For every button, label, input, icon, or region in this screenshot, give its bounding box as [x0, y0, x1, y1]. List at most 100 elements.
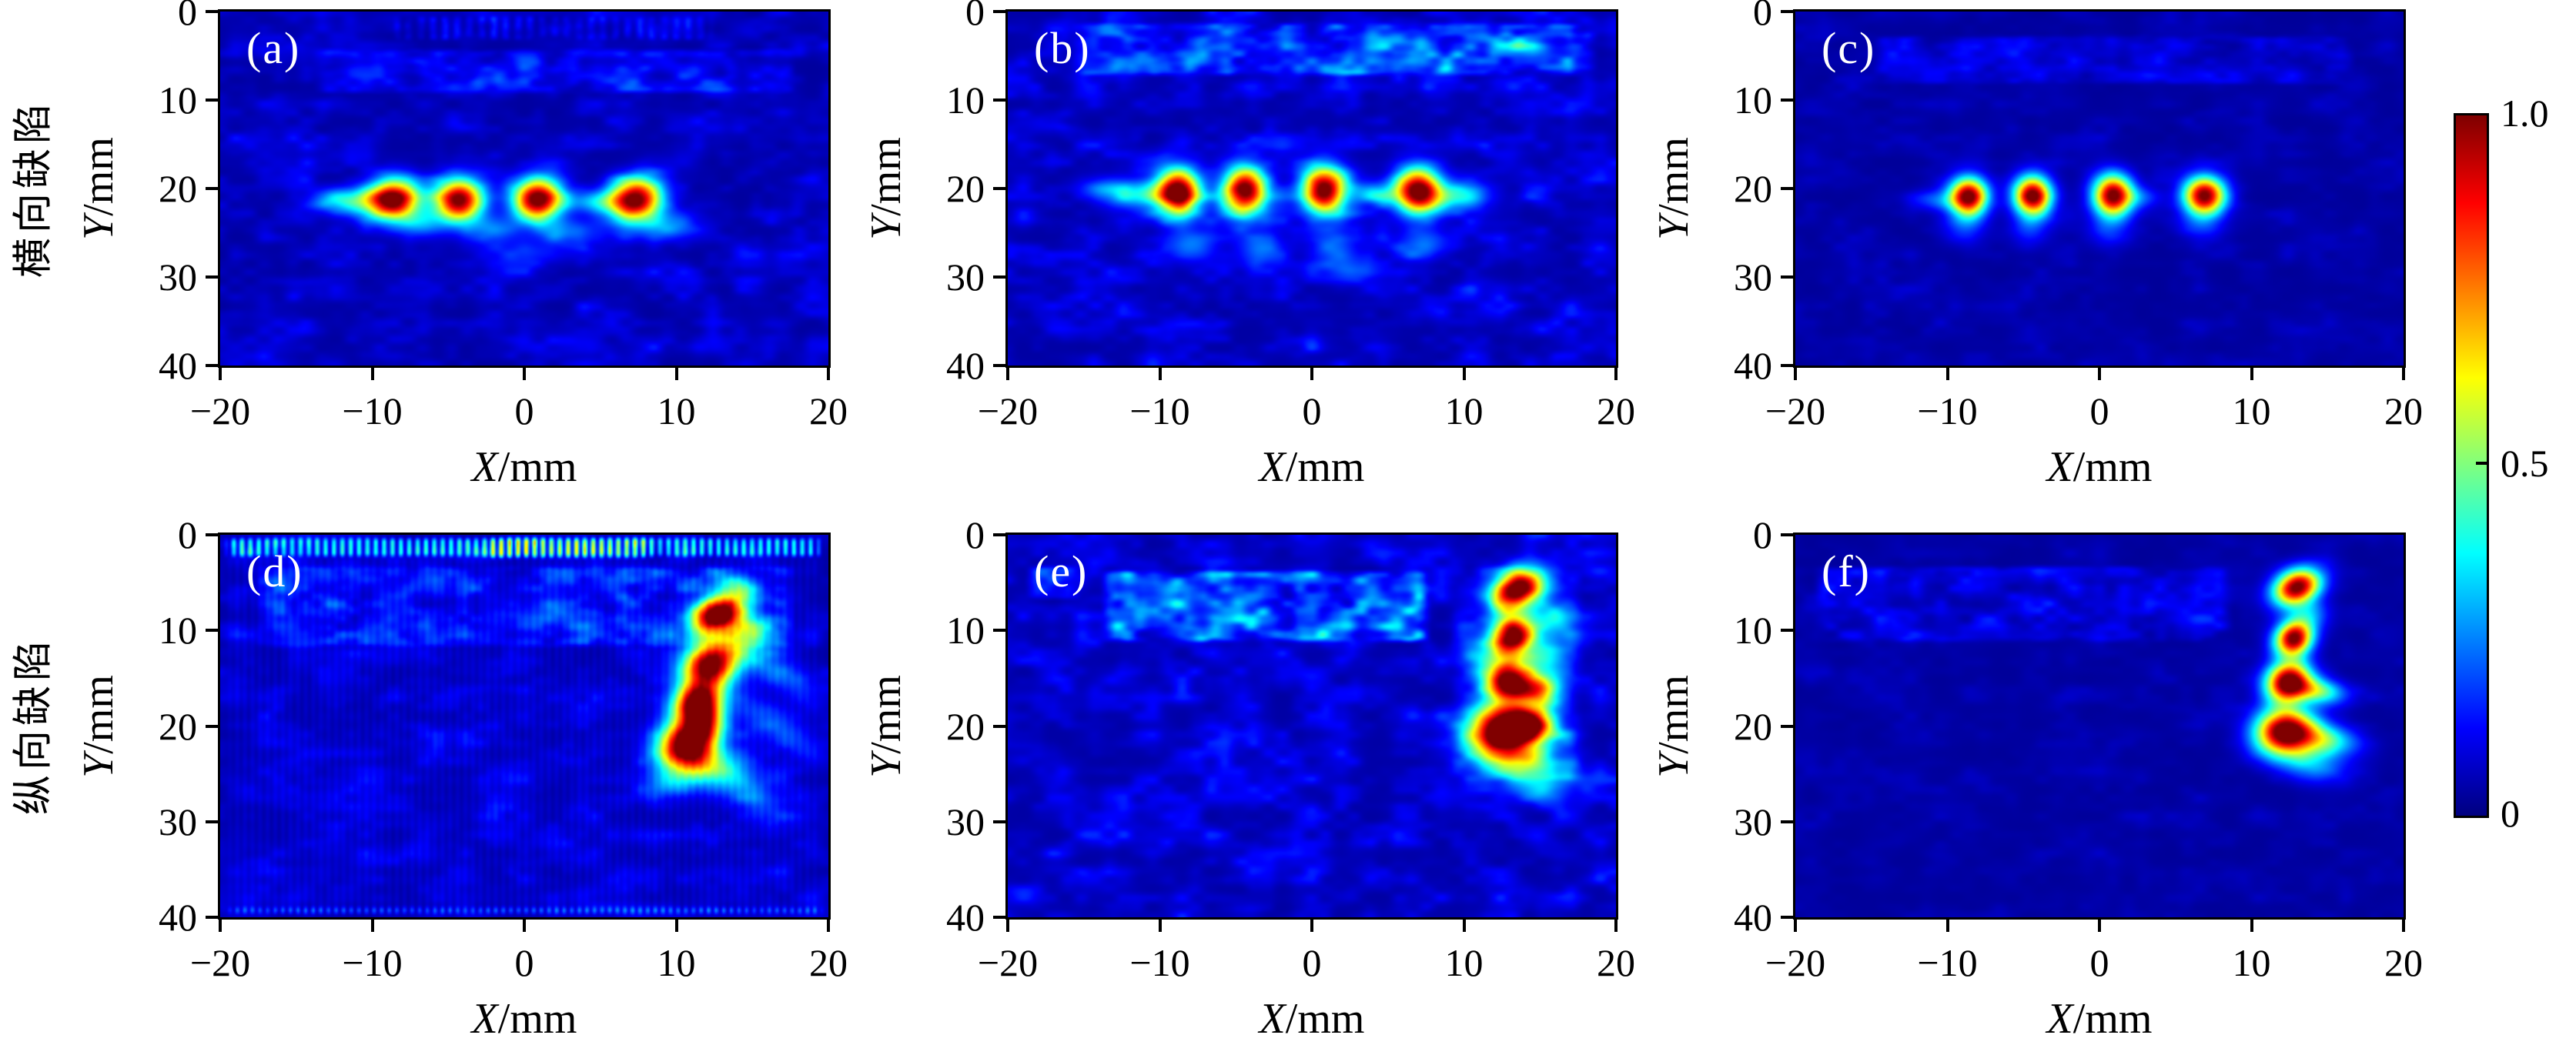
- x-tick-label: 20: [809, 389, 848, 432]
- x-axis-unit: /mm: [497, 995, 577, 1043]
- x-tick-label: −10: [1917, 941, 1978, 984]
- x-tick-mark: [370, 368, 374, 380]
- y-tick-mark: [206, 533, 218, 536]
- y-tick-label: 30: [159, 255, 197, 299]
- y-tick-mark: [1781, 820, 1793, 823]
- y-tick-mark: [993, 364, 1005, 367]
- x-tick-mark: [1945, 920, 1949, 932]
- y-tick-label: 30: [946, 800, 985, 843]
- x-tick-mark: [370, 920, 374, 932]
- x-axis-variable: X: [1259, 443, 1286, 491]
- x-tick-label: −20: [977, 389, 1039, 432]
- colorbar-tick-label-max: 1.0: [2501, 92, 2549, 135]
- y-axis-unit: /mm: [1650, 674, 1698, 754]
- x-tick-mark: [523, 368, 526, 380]
- x-tick-label: 20: [2384, 389, 2423, 432]
- x-tick-mark: [1462, 920, 1466, 932]
- y-tick-label: 40: [946, 896, 985, 939]
- x-tick-mark: [827, 368, 830, 380]
- panel-a: (a) −20 −10 0 10 20 0 10 20 30 40 X/mm Y/mm: [75, 0, 848, 491]
- x-tick-label: 10: [2232, 941, 2271, 984]
- panel-label-d: (d): [246, 546, 303, 596]
- y-tick-mark: [1781, 275, 1793, 279]
- y-tick-label: 20: [1734, 704, 1772, 748]
- x-axis-unit: /mm: [497, 443, 577, 491]
- x-tick-mark: [1006, 920, 1009, 932]
- y-tick-mark: [993, 187, 1005, 190]
- x-tick-mark: [674, 920, 678, 932]
- x-tick-mark: [1158, 368, 1162, 380]
- x-tick-label: 0: [1302, 941, 1322, 984]
- x-tick-label: 0: [2089, 941, 2109, 984]
- y-tick-label: 20: [946, 704, 985, 748]
- x-tick-label: 0: [514, 389, 534, 432]
- y-tick-mark: [1781, 364, 1793, 367]
- y-tick-mark: [993, 820, 1005, 823]
- x-tick-label: −20: [977, 941, 1039, 984]
- x-tick-label: 0: [2089, 389, 2109, 432]
- panel-d: (d) −20 −10 0 10 20 0 10 20 30 40 X/mm Y/mm: [75, 513, 848, 1043]
- row-label-longitudinal-defects: 纵向缺陷: [10, 636, 57, 816]
- y-tick-mark: [993, 724, 1005, 728]
- y-tick-mark: [993, 98, 1005, 102]
- y-tick-mark: [1781, 629, 1793, 633]
- x-axis-variable: X: [471, 443, 498, 491]
- y-tick-label: 0: [178, 513, 197, 556]
- y-axis-label: Y/mm: [861, 137, 911, 240]
- x-tick-label: −20: [1765, 389, 1826, 432]
- x-tick-mark: [1794, 920, 1797, 932]
- y-tick-mark: [993, 275, 1005, 279]
- x-tick-label: 10: [1444, 389, 1484, 432]
- x-tick-mark: [1158, 920, 1162, 932]
- heatmap-canvas-a: [220, 12, 828, 366]
- y-tick-mark: [1781, 916, 1793, 919]
- x-axis-variable: X: [1259, 995, 1286, 1043]
- y-tick-label: 10: [946, 609, 985, 653]
- x-tick-label: 20: [2384, 941, 2423, 984]
- x-tick-mark: [674, 368, 678, 380]
- y-tick-label: 20: [159, 704, 197, 748]
- x-tick-mark: [523, 920, 526, 932]
- x-tick-label: 10: [657, 389, 696, 432]
- y-tick-label: 20: [946, 167, 985, 210]
- y-tick-mark: [1781, 533, 1793, 536]
- colorbar: [2454, 113, 2489, 818]
- y-axis-unit: /mm: [75, 137, 122, 216]
- x-tick-mark: [2250, 368, 2253, 380]
- x-axis-label: X/mm: [472, 994, 577, 1043]
- y-tick-label: 10: [1734, 609, 1772, 653]
- y-axis-unit: /mm: [862, 137, 910, 216]
- heatmap-canvas-e: [1008, 535, 1616, 917]
- y-tick-mark: [1781, 724, 1793, 728]
- y-tick-label: 20: [159, 167, 197, 210]
- panel-b: (b) −20 −10 0 10 20 0 10 20 30 40 X/mm Y/mm: [862, 0, 1635, 491]
- y-tick-mark: [993, 629, 1005, 633]
- y-tick-label: 0: [178, 0, 197, 33]
- y-tick-mark: [206, 916, 218, 919]
- x-axis-label: X/mm: [472, 442, 577, 492]
- x-tick-mark: [2098, 920, 2101, 932]
- x-tick-label: 0: [1302, 389, 1322, 432]
- y-axis-variable: Y: [862, 753, 910, 778]
- y-tick-label: 0: [965, 0, 985, 33]
- y-tick-mark: [206, 364, 218, 367]
- x-tick-mark: [827, 920, 830, 932]
- heatmap-canvas-c: [1795, 12, 2404, 366]
- y-axis-variable: Y: [862, 215, 910, 240]
- x-axis-variable: X: [2046, 995, 2073, 1043]
- y-tick-mark: [1781, 98, 1793, 102]
- x-axis-unit: /mm: [1285, 443, 1365, 491]
- y-axis-variable: Y: [1650, 215, 1698, 240]
- y-tick-label: 10: [159, 78, 197, 122]
- y-tick-label: 0: [1753, 513, 1772, 556]
- y-axis-unit: /mm: [862, 674, 910, 754]
- x-axis-unit: /mm: [2073, 995, 2153, 1043]
- panel-f: (f) −20 −10 0 10 20 0 10 20 30 40 X/mm Y/mm: [1650, 513, 2423, 1043]
- y-tick-label: 40: [946, 344, 985, 387]
- y-axis-variable: Y: [1650, 753, 1698, 778]
- x-tick-mark: [1945, 368, 1949, 380]
- y-tick-label: 30: [946, 255, 985, 299]
- x-tick-label: 10: [1444, 941, 1484, 984]
- y-tick-label: 0: [965, 513, 985, 556]
